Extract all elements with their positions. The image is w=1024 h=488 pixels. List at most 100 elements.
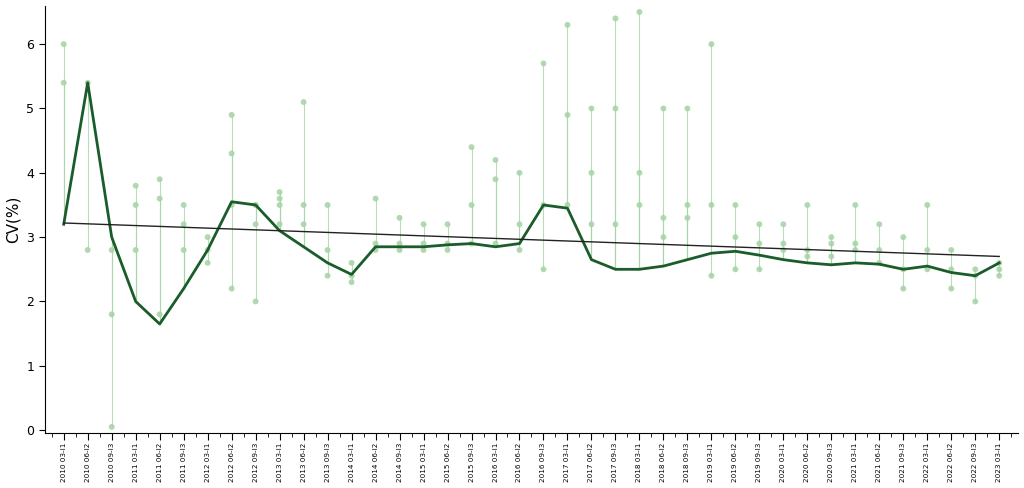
Point xyxy=(536,265,552,273)
Point xyxy=(871,221,888,228)
Point xyxy=(152,175,168,183)
Point xyxy=(295,201,311,209)
Point xyxy=(439,246,456,254)
Point xyxy=(967,298,983,305)
Point xyxy=(391,246,408,254)
Point xyxy=(631,8,647,16)
Point xyxy=(991,265,1008,273)
Point xyxy=(319,201,336,209)
Point xyxy=(943,285,959,292)
Point xyxy=(920,201,936,209)
Point xyxy=(223,111,240,119)
Point xyxy=(559,21,575,29)
Point xyxy=(368,240,384,247)
Point xyxy=(559,201,575,209)
Point xyxy=(752,221,768,228)
Point xyxy=(368,195,384,203)
Point xyxy=(584,104,600,112)
Point xyxy=(607,221,624,228)
Point xyxy=(536,60,552,67)
Point xyxy=(200,233,216,241)
Point xyxy=(871,259,888,267)
Point xyxy=(847,201,863,209)
Point xyxy=(895,285,911,292)
Point xyxy=(752,240,768,247)
Point xyxy=(271,221,288,228)
Point xyxy=(775,240,792,247)
Point xyxy=(439,240,456,247)
Point xyxy=(511,246,527,254)
Point xyxy=(152,195,168,203)
Point xyxy=(943,246,959,254)
Point xyxy=(559,111,575,119)
Point xyxy=(967,265,983,273)
Point xyxy=(655,233,672,241)
Point xyxy=(55,79,72,87)
Point xyxy=(463,201,479,209)
Point xyxy=(727,201,743,209)
Point xyxy=(319,246,336,254)
Point xyxy=(655,214,672,222)
Point xyxy=(391,240,408,247)
Point xyxy=(391,214,408,222)
Point xyxy=(271,188,288,196)
Point xyxy=(607,15,624,22)
Point xyxy=(295,98,311,106)
Point xyxy=(368,246,384,254)
Point xyxy=(920,265,936,273)
Point xyxy=(703,272,720,280)
Point xyxy=(775,221,792,228)
Point xyxy=(847,240,863,247)
Point xyxy=(103,246,120,254)
Point xyxy=(823,240,840,247)
Point xyxy=(607,104,624,112)
Point xyxy=(152,310,168,318)
Point xyxy=(80,246,96,254)
Point xyxy=(487,156,504,164)
Point xyxy=(703,40,720,48)
Point xyxy=(463,143,479,151)
Point xyxy=(727,233,743,241)
Point xyxy=(295,221,311,228)
Point xyxy=(752,265,768,273)
Point xyxy=(511,221,527,228)
Point xyxy=(847,246,863,254)
Point xyxy=(631,201,647,209)
Point xyxy=(920,246,936,254)
Point xyxy=(775,246,792,254)
Point xyxy=(343,278,359,286)
Point xyxy=(895,233,911,241)
Point xyxy=(823,233,840,241)
Point xyxy=(223,150,240,158)
Y-axis label: CV(%): CV(%) xyxy=(5,196,20,243)
Point xyxy=(823,252,840,260)
Point xyxy=(223,285,240,292)
Point xyxy=(248,201,264,209)
Point xyxy=(703,201,720,209)
Point xyxy=(463,240,479,247)
Point xyxy=(416,246,432,254)
Point xyxy=(584,221,600,228)
Point xyxy=(343,272,359,280)
Point xyxy=(536,201,552,209)
Point xyxy=(223,201,240,209)
Point xyxy=(727,265,743,273)
Point xyxy=(967,272,983,280)
Point xyxy=(799,246,815,254)
Point xyxy=(991,272,1008,280)
Point xyxy=(271,195,288,203)
Point xyxy=(128,201,144,209)
Point xyxy=(343,259,359,267)
Point xyxy=(679,201,695,209)
Point xyxy=(943,265,959,273)
Point xyxy=(200,259,216,267)
Point xyxy=(799,252,815,260)
Point xyxy=(991,259,1008,267)
Point xyxy=(103,423,120,431)
Point xyxy=(799,201,815,209)
Point xyxy=(895,265,911,273)
Point xyxy=(416,240,432,247)
Point xyxy=(128,246,144,254)
Point xyxy=(679,214,695,222)
Point xyxy=(55,40,72,48)
